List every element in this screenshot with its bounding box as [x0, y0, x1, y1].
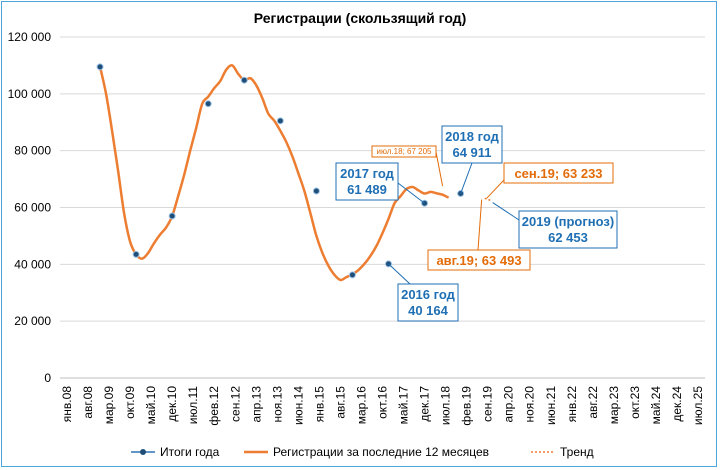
callout-box	[518, 210, 618, 249]
series-annual-point	[348, 271, 356, 279]
callout-leader	[388, 263, 411, 285]
series-annual-point	[312, 187, 320, 195]
x-tick-label: янв.08	[60, 386, 74, 423]
callout-text: сен.19; 63 233	[514, 166, 602, 181]
y-tick-label: 120 000	[8, 30, 52, 44]
callout-box	[441, 125, 503, 164]
x-tick-label: мар.16	[354, 386, 368, 425]
callout-box	[397, 283, 459, 322]
legend-annual-marker	[140, 449, 146, 455]
legend-trend-label: Тренд	[560, 445, 594, 459]
callout-leader	[460, 162, 473, 194]
x-tick-label: июл.11	[186, 386, 200, 425]
callout-leader	[397, 182, 425, 204]
legend-annual-label: Итоги года	[160, 445, 220, 459]
callout-leader	[477, 199, 483, 251]
x-tick-label: май.17	[397, 386, 411, 425]
y-tick-label: 40 000	[14, 257, 51, 271]
callout-text: 64 911	[452, 145, 491, 160]
callout-text: авг.19; 63 493	[436, 253, 521, 268]
callout-text: 40 164	[408, 303, 449, 318]
series-rolling-line	[98, 64, 450, 282]
x-tick-label: июл.18	[439, 386, 453, 425]
x-tick-label: ноя.20	[523, 386, 537, 423]
x-tick-label: июн.14	[291, 386, 305, 425]
callout-text: июл.18; 67 205	[377, 147, 433, 156]
x-tick-label: дек.17	[418, 386, 432, 422]
x-tick-label: дек.10	[165, 386, 179, 422]
x-tick-label: фев.19	[460, 386, 474, 426]
callout-box	[335, 162, 399, 201]
x-tick-label: июл.25	[691, 386, 705, 425]
x-tick-label: сен.12	[228, 386, 242, 422]
series-annual-point	[204, 100, 212, 108]
x-tick-label: авг.15	[333, 386, 347, 419]
x-tick-label: май.24	[649, 386, 663, 425]
grid-lines	[60, 36, 705, 379]
x-tick-label: мар.09	[102, 386, 116, 425]
series-trend-line	[484, 197, 491, 202]
x-tick-label: апр.13	[249, 386, 263, 423]
x-axis-ticks: янв.08 авг.08 мар.09 окт.09 май.10 дек.10 июл.…	[60, 386, 705, 426]
x-tick-label: окт.16	[376, 386, 390, 419]
x-tick-label: сен.19	[481, 386, 495, 422]
chart-title: Регистрации (скользящий год)	[254, 10, 466, 26]
series-annual-point	[132, 250, 140, 258]
x-tick-label: окт.23	[628, 386, 642, 419]
x-tick-label: окт.09	[123, 386, 137, 419]
x-tick-label: авг.08	[81, 386, 95, 419]
callout-box	[427, 249, 531, 271]
callout-box	[371, 145, 437, 158]
callout-text: 2018 год	[445, 129, 500, 144]
x-tick-label: янв.15	[312, 386, 326, 423]
callout-text: 62 453	[548, 230, 588, 245]
callout-leader	[492, 202, 520, 221]
y-tick-label: 100 000	[8, 87, 52, 101]
y-axis-ticks: 0 20 000 40 000 60 000 80 000 100 000 120 000	[8, 30, 52, 385]
x-tick-label: фев.12	[207, 386, 221, 426]
x-tick-label: дек.24	[670, 386, 684, 422]
x-tick-label: май.10	[144, 386, 158, 425]
y-tick-label: 60 000	[14, 201, 51, 215]
legend: Итоги года Регистрации за последние 12 ме…	[131, 445, 594, 459]
x-tick-label: апр.20	[502, 386, 516, 423]
callout-text: 61 489	[347, 182, 387, 197]
callout-text: 2019 (прогноз)	[522, 214, 614, 229]
y-tick-label: 80 000	[14, 144, 51, 158]
callout-leader	[435, 151, 444, 187]
y-tick-label: 20 000	[14, 314, 51, 328]
series-layer	[96, 63, 491, 282]
y-tick-label: 0	[44, 371, 51, 385]
series-annual-point	[96, 63, 104, 71]
series-annual-point	[276, 117, 284, 125]
x-tick-label: ноя.13	[270, 386, 284, 423]
x-tick-label: янв.22	[565, 386, 579, 423]
x-tick-label: мар.23	[607, 386, 621, 425]
x-tick-label: июн.21	[544, 386, 558, 425]
x-tick-label: авг.22	[586, 386, 600, 419]
callout-text: 2017 год	[340, 166, 395, 181]
callout-text: 2016 год	[401, 287, 456, 302]
callout-box	[503, 162, 614, 184]
callout-leader	[486, 179, 505, 199]
series-annual-point	[168, 212, 176, 220]
legend-rolling-label: Регистрации за последние 12 месяцев	[273, 445, 489, 459]
series-annual-point	[240, 76, 248, 84]
